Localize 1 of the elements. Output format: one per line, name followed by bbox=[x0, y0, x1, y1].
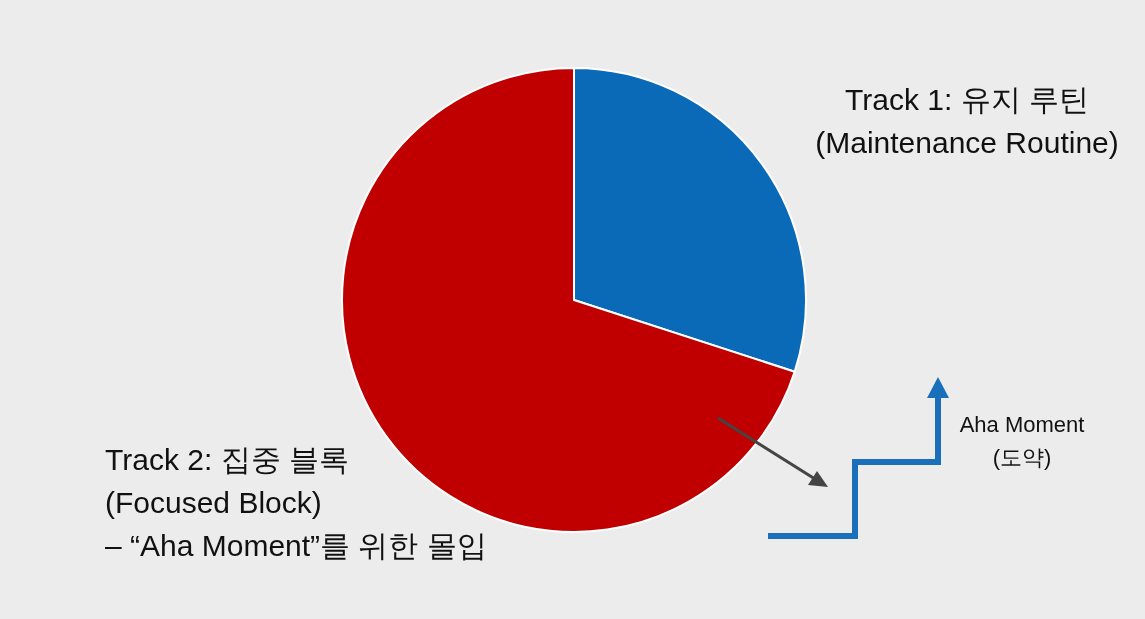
annotation: Aha Moment (도약) bbox=[959, 412, 1085, 470]
